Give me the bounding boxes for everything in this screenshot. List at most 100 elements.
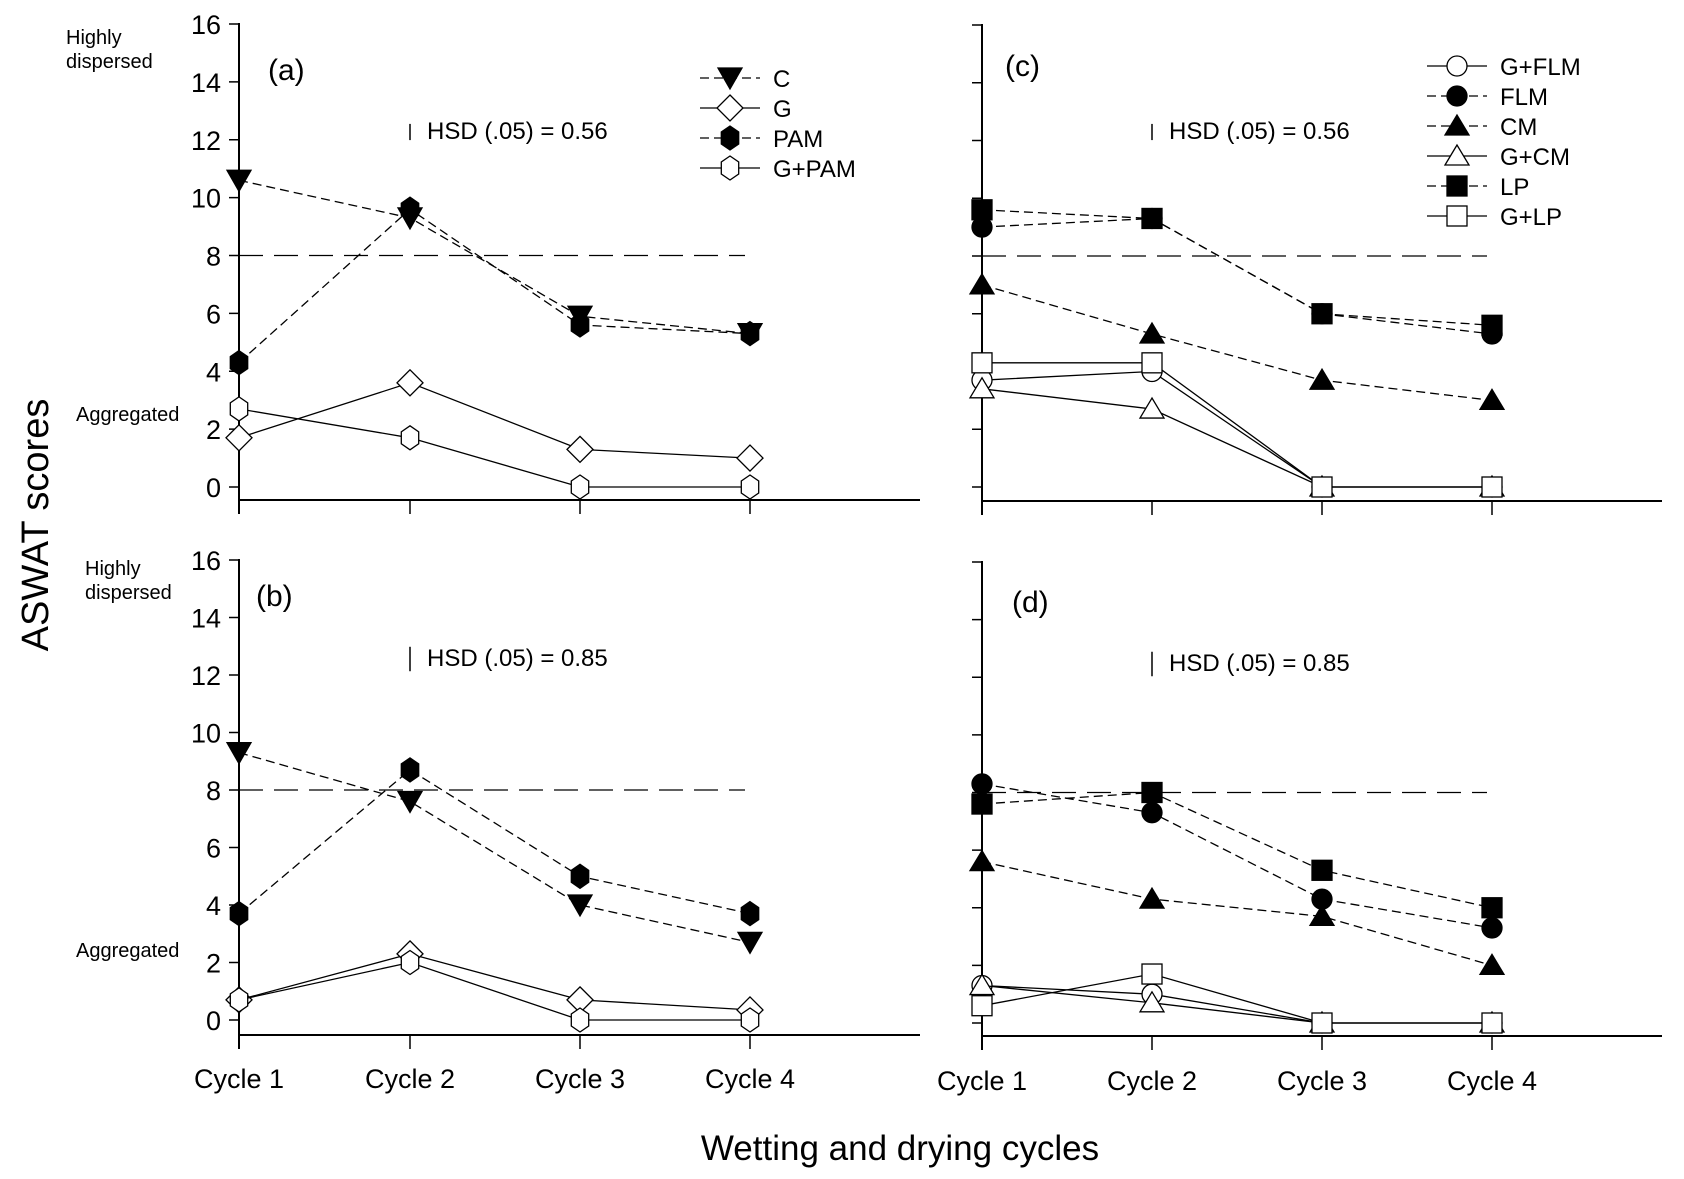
panel-a-point-g-plus-pam-1 (229, 396, 249, 422)
panel-c-series-cm (968, 272, 1506, 411)
panel-a-ytick-label: 8 (206, 242, 221, 272)
panel-c-series-lp (971, 199, 1503, 336)
panel-a-point-g-2 (396, 368, 424, 397)
panel-b: 0 2 4 6 8 10 12 14 16 Cycle 1 Cycle 2 Cycle 3 Cycle … (191, 546, 920, 1094)
panel-c-point-lp-3 (1311, 303, 1333, 325)
panel-a-point-g-plus-pam-2 (400, 425, 420, 451)
panel-b-ytick-label: 14 (191, 604, 221, 634)
highly-dispersed-label-top-line1: Highly (66, 27, 122, 49)
panel-a-point-pam-3 (570, 312, 590, 338)
panel-a-hsd-label: HSD (.05) = 0.56 (427, 118, 608, 145)
highly-dispersed-label-bottom-line2: dispersed (85, 582, 172, 604)
panel-b-point-c-2 (396, 790, 424, 814)
panel-c-point-cm-1 (968, 272, 996, 295)
legend-marker-g-plus-cm (1443, 143, 1471, 166)
panel-c-point-g-plus-cm-1 (968, 376, 996, 399)
legend-label-g-plus-cm: G+CM (1500, 144, 1570, 171)
panel-b-ytick-label: 8 (206, 776, 221, 806)
panel-c-line-g-plus-lp (982, 362, 1492, 488)
panel-b-line-g-plus-pam (238, 961, 750, 1021)
panel-a-ytick-label: 12 (191, 126, 221, 156)
panel-c-point-lp-2 (1141, 207, 1163, 230)
panel-b-point-g-plus-pam-3 (570, 1007, 590, 1033)
panel-b-point-pam-3 (570, 863, 590, 890)
panel-d-line-cm (981, 860, 1493, 967)
panel-d-xtick-label: Cycle 2 (1107, 1066, 1197, 1096)
panel-a: 0 2 4 6 8 10 12 14 16 (a) HSD (.05) = 0.56 CG PAM G+P… (191, 10, 920, 514)
panel-b-ytick-label: 10 (191, 719, 221, 749)
panel-c-series-g-plus-flm (971, 360, 1503, 498)
panel-a-label: (a) (268, 54, 305, 87)
panel-d-point-flm-1 (971, 773, 993, 795)
panel-a-legend: CG PAM G+PAM (700, 66, 856, 183)
panel-b-xtick-label: Cycle 4 (705, 1064, 795, 1094)
legend-marker-c (716, 67, 744, 91)
panel-a-point-g-4 (736, 444, 764, 472)
panel-b-point-g-plus-pam-1 (229, 987, 249, 1013)
panel-a-line-g-plus-pam (238, 408, 750, 488)
panel-d-point-lp-3 (1311, 859, 1333, 881)
panel-c-series-flm (971, 207, 1503, 345)
panel-c-line-cm (981, 284, 1493, 402)
panel-a-ytick-label: 10 (191, 184, 221, 214)
panel-d-hsd-label: HSD (.05) = 0.85 (1169, 650, 1350, 677)
panel-d-line-g-plus-lp (981, 973, 1492, 1024)
panel-a-series-pam (229, 196, 760, 376)
panel-c-series-g-plus-lp (971, 352, 1503, 498)
panel-d-point-cm-2 (1138, 886, 1166, 909)
panel-b-point-c-4 (736, 931, 764, 955)
panel-a-ytick-label: 2 (206, 415, 221, 445)
panel-c-point-g-plus-cm-2 (1138, 396, 1166, 419)
panel-d-point-g-plus-lp-3 (1311, 1012, 1333, 1034)
legend-label-lp: LP (1500, 174, 1529, 201)
panel-b-series-pam (229, 757, 760, 927)
panel-c-point-g-plus-lp-1 (971, 352, 993, 374)
panel-d-point-g-plus-lp-2 (1141, 963, 1163, 985)
panel-d-point-g-plus-lp-1 (971, 995, 993, 1017)
panel-c-point-lp-4 (1481, 314, 1503, 336)
panel-b-point-c-1 (225, 741, 253, 765)
panel-a-point-pam-4 (740, 320, 760, 347)
highly-dispersed-label-top-line2: dispersed (66, 51, 153, 73)
panel-a-series-g (225, 368, 764, 472)
legend-marker-g (716, 94, 744, 122)
legend-marker-lp (1446, 175, 1468, 197)
legend-marker-g-plus-pam (720, 155, 740, 181)
panel-c-point-g-plus-lp-4 (1481, 476, 1503, 498)
panel-c-hsd-label: HSD (.05) = 0.56 (1169, 118, 1350, 145)
panel-c-point-cm-2 (1138, 321, 1166, 344)
panel-b-xtick-label: Cycle 3 (535, 1064, 625, 1094)
panel-a-point-g-3 (566, 435, 594, 464)
panel-c: (c) HSD (.05) = 0.56 G+FLM FLM CM G+CM LP G+LP (968, 24, 1662, 515)
panel-b-point-g-plus-pam-2 (400, 949, 420, 976)
panel-c-point-lp-1 (971, 199, 993, 221)
panel-d-xtick-label: Cycle 1 (937, 1066, 1027, 1096)
panel-c-line-g-plus-flm (981, 370, 1492, 488)
panel-d-series-lp (971, 781, 1503, 919)
panel-b-line-g (238, 953, 751, 1011)
panel-d-series-g-plus-lp (971, 963, 1503, 1034)
panel-b-ytick-label: 2 (206, 949, 221, 979)
panel-c-line-lp (981, 209, 1493, 326)
panel-a-series-c (225, 169, 764, 346)
panel-b-line-c (238, 751, 751, 944)
panel-b-ytick-label: 6 (206, 834, 221, 864)
panel-d-xtick-label: Cycle 4 (1447, 1066, 1537, 1096)
panel-c-legend: G+FLM FLM CM G+CM LP G+LP (1427, 54, 1581, 231)
aggregated-label-top: Aggregated (76, 404, 179, 426)
panel-a-ytick-label: 14 (191, 68, 221, 98)
panel-a-ytick-label: 0 (206, 473, 221, 503)
legend-marker-flm (1446, 85, 1468, 107)
panel-d-series-g-plus-flm (971, 974, 1503, 1034)
panel-a-line-pam (238, 208, 751, 364)
panel-d-point-lp-2 (1141, 781, 1163, 804)
panel-b-xtick-label: Cycle 1 (194, 1064, 284, 1094)
y-axis-title: ASWAT scores (15, 399, 57, 652)
panel-d-point-g-plus-cm-1 (968, 973, 996, 996)
panel-b-point-pam-2 (400, 757, 420, 783)
panel-a-ytick-label: 16 (191, 10, 221, 40)
panel-d-point-cm-1 (968, 849, 996, 872)
legend-marker-g-plus-lp (1446, 205, 1468, 227)
legend-label-g-plus-lp: G+LP (1500, 204, 1562, 231)
